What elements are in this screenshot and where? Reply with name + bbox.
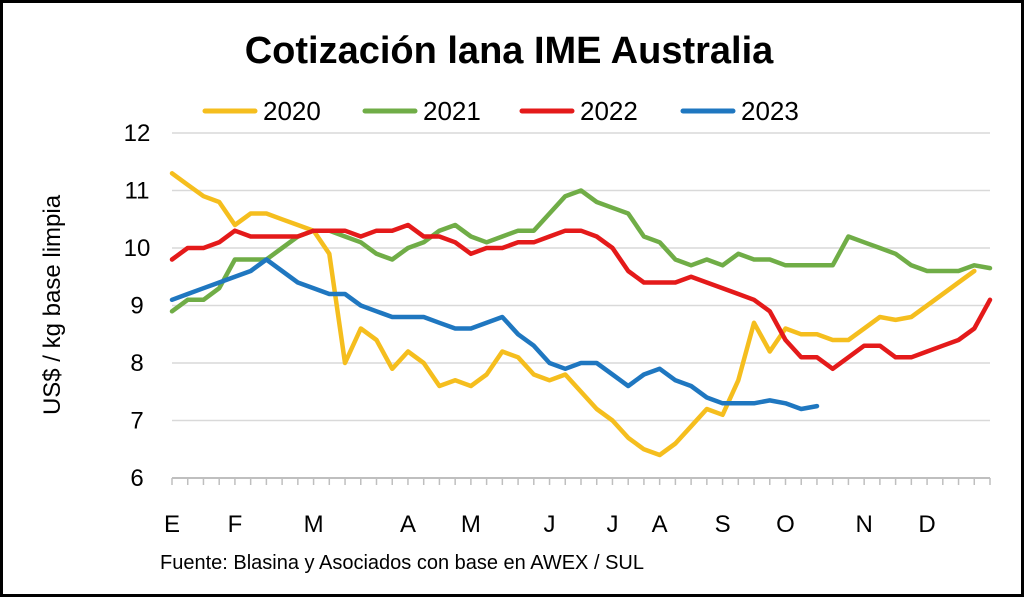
legend-label-2022: 2022 bbox=[580, 96, 638, 126]
y-tick-label: 8 bbox=[130, 350, 143, 377]
legend-label-2020: 2020 bbox=[263, 96, 321, 126]
y-tick-label: 11 bbox=[125, 178, 150, 205]
x-month-label: J bbox=[606, 511, 618, 538]
x-month-label: M bbox=[304, 511, 324, 538]
x-month-label: F bbox=[228, 511, 243, 538]
x-month-label: O bbox=[776, 511, 795, 538]
y-tick-label: 12 bbox=[124, 120, 151, 147]
x-month-label: E bbox=[164, 511, 180, 538]
chart-title: Cotización lana IME Australia bbox=[244, 30, 774, 72]
legend: 2020 2021 2022 2023 bbox=[202, 96, 799, 126]
x-month-label: S bbox=[715, 511, 731, 538]
series-line-2023 bbox=[169, 257, 820, 412]
series-line-2022 bbox=[169, 222, 993, 372]
series-line-2021 bbox=[169, 188, 993, 314]
y-axis-label: US$ / kg base limpia bbox=[39, 194, 66, 415]
series-lines bbox=[169, 171, 993, 458]
x-month-label: N bbox=[855, 511, 872, 538]
x-month-label: J bbox=[544, 511, 556, 538]
legend-label-2021: 2021 bbox=[423, 96, 481, 126]
y-tick-labels: 6 7 8 9 10 11 12 bbox=[124, 120, 151, 492]
x-month-label: A bbox=[400, 511, 416, 538]
series-line-2020 bbox=[169, 171, 977, 458]
y-tick-label: 10 bbox=[124, 235, 151, 262]
y-tick-label: 9 bbox=[130, 293, 143, 320]
legend-label-2023: 2023 bbox=[741, 96, 799, 126]
x-month-label: M bbox=[461, 511, 481, 538]
gridlines bbox=[172, 132, 990, 422]
source-note: Fuente: Blasina y Asociados con base en … bbox=[160, 552, 644, 574]
x-month-label: A bbox=[652, 511, 668, 538]
y-tick-label: 6 bbox=[130, 465, 143, 492]
y-tick-label: 7 bbox=[130, 408, 143, 435]
x-month-label: D bbox=[918, 511, 935, 538]
x-axis bbox=[171, 477, 991, 485]
